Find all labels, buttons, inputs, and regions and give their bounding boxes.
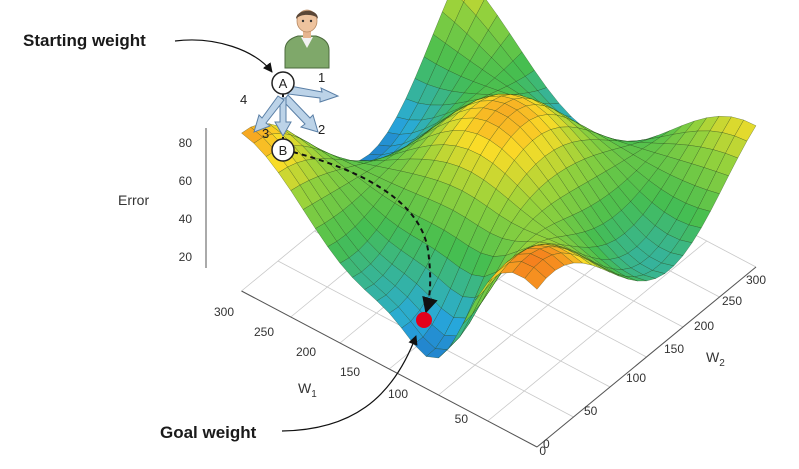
starting-weight-arrow [175, 40, 272, 72]
goal-point [416, 312, 432, 328]
goal-weight-label: Goal weight [160, 423, 257, 442]
person-icon [285, 10, 329, 68]
error-tick: 40 [179, 212, 193, 226]
w2-axis-label: W2 [706, 349, 725, 369]
w1-tick: 250 [254, 325, 274, 339]
w2-tick: 100 [626, 371, 646, 385]
w1-tick: 200 [296, 345, 316, 359]
direction-label-3: 3 [262, 126, 269, 141]
w2-tick: 150 [664, 342, 684, 356]
w1-tick: 300 [214, 305, 234, 319]
direction-label-2: 2 [318, 122, 325, 137]
w2-tick: 200 [694, 319, 714, 333]
w2-tick: 300 [746, 273, 766, 287]
w1-axis-label: W1 [298, 380, 317, 400]
direction-label-4: 4 [240, 92, 247, 107]
w2-axis: 0 50 100 150 200 250 300 W2 [543, 273, 766, 451]
direction-arrow-1 [288, 86, 338, 102]
w1-tick: 50 [455, 412, 469, 426]
w2-tick: 250 [722, 294, 742, 308]
w1-tick: 150 [340, 365, 360, 379]
error-tick: 60 [179, 174, 193, 188]
start-node: A [272, 72, 294, 94]
w2-tick: 50 [584, 404, 598, 418]
error-tick: 80 [179, 136, 193, 150]
direction-label-1: 1 [318, 70, 325, 85]
starting-weight-label: Starting weight [23, 31, 146, 50]
next-node-label: B [279, 143, 288, 158]
error-axis-label: Error [118, 192, 149, 208]
error-tick: 20 [179, 250, 193, 264]
w1-axis: 0 50 100 150 200 250 300 W1 [214, 305, 546, 458]
w1-axis-line [242, 291, 538, 447]
w1-tick: 100 [388, 387, 408, 401]
next-node: B [272, 139, 294, 161]
start-node-label: A [279, 76, 288, 91]
w2-tick: 0 [543, 437, 550, 451]
error-axis: 20 40 60 80 Error [118, 128, 206, 268]
